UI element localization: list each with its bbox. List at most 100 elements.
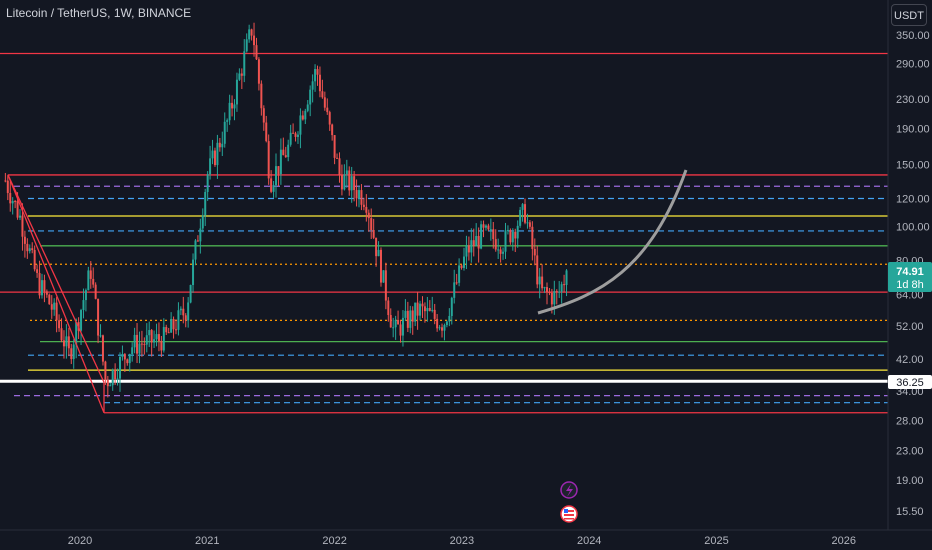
candle <box>336 153 339 159</box>
candle <box>116 368 119 386</box>
candle <box>6 174 9 201</box>
candle <box>128 353 131 372</box>
candle <box>453 269 456 304</box>
candle <box>145 323 148 353</box>
candle <box>72 339 75 369</box>
candle <box>182 296 185 324</box>
candle <box>379 247 382 287</box>
candle <box>328 110 331 131</box>
candle <box>421 296 424 318</box>
candle <box>104 360 107 385</box>
candle <box>50 295 53 319</box>
candle <box>309 85 312 117</box>
candle <box>19 209 22 221</box>
candle <box>433 303 436 325</box>
price-tick-label: 190.00 <box>896 123 930 135</box>
us-flag-icon[interactable] <box>560 505 578 523</box>
candle <box>340 164 343 196</box>
candle <box>358 185 361 208</box>
price-tick-label: 230.00 <box>896 94 930 106</box>
candle <box>426 296 429 322</box>
candle <box>221 131 224 157</box>
price-tick-label: 15.50 <box>896 506 924 518</box>
candle <box>372 218 375 240</box>
candle <box>448 308 451 327</box>
candle <box>543 286 546 294</box>
candle <box>370 208 373 239</box>
candle <box>150 329 153 357</box>
candle <box>489 218 492 241</box>
candle <box>40 273 43 299</box>
candle <box>438 325 441 331</box>
candle <box>121 345 124 361</box>
price-axis[interactable]: 350.00 290.00 230.00 190.00 150.00 120.00 100.… <box>896 30 930 518</box>
trendlines <box>7 174 105 413</box>
candle <box>443 323 446 341</box>
candle <box>62 330 65 359</box>
horizontal-levels <box>0 52 888 414</box>
candle <box>416 291 419 330</box>
candle <box>519 206 522 228</box>
candle <box>462 247 465 271</box>
trendline <box>7 174 105 383</box>
candle <box>492 221 495 249</box>
candle <box>397 310 400 325</box>
candle <box>497 238 500 259</box>
candle <box>55 296 58 333</box>
candle <box>235 72 238 112</box>
candle <box>216 134 219 179</box>
candle <box>155 323 158 347</box>
candle <box>279 138 282 185</box>
candle <box>563 274 566 293</box>
candle <box>38 260 41 299</box>
symbol-title: Litecoin / TetherUS, 1W, BINANCE <box>6 6 192 20</box>
candle <box>177 302 180 336</box>
candle <box>350 166 353 203</box>
candle <box>470 228 473 263</box>
candle <box>143 337 146 355</box>
candle <box>414 302 417 327</box>
candle <box>213 147 216 167</box>
candle <box>84 288 87 312</box>
candle <box>233 99 236 121</box>
price-tick-label: 120.00 <box>896 193 930 205</box>
price-tick-label: 34.00 <box>896 386 924 398</box>
candle <box>260 80 263 116</box>
candle <box>238 68 241 81</box>
currency-button[interactable]: USDT <box>891 4 927 26</box>
candle <box>524 198 527 225</box>
candle <box>9 181 12 212</box>
time-tick-label: 2020 <box>68 535 92 547</box>
candle <box>33 245 36 272</box>
time-axis[interactable]: 2020 2021 2022 2023 2024 2025 2026 <box>68 535 856 547</box>
candle <box>304 108 307 125</box>
price-tick-label: 150.00 <box>896 159 930 171</box>
candle <box>504 222 507 259</box>
candle <box>284 146 287 158</box>
candle <box>194 239 197 266</box>
candle <box>401 310 404 347</box>
candle <box>170 312 173 333</box>
candle <box>253 22 256 57</box>
time-tick-label: 2021 <box>195 535 219 547</box>
time-tick-label: 2023 <box>450 535 474 547</box>
candle <box>389 308 392 328</box>
candle <box>509 228 512 245</box>
candle <box>250 28 253 41</box>
candle <box>428 300 431 312</box>
candle <box>157 322 160 352</box>
candle <box>133 327 136 354</box>
candle <box>248 24 251 43</box>
lightning-icon[interactable] <box>560 481 578 499</box>
candle <box>99 324 102 338</box>
candle <box>458 258 461 287</box>
candle <box>231 95 234 117</box>
candle <box>314 64 317 92</box>
candle <box>467 236 470 261</box>
candle <box>331 123 334 141</box>
candle <box>394 315 397 340</box>
candle <box>114 363 117 386</box>
white-level-label: 36.25 <box>896 377 924 389</box>
candle <box>58 314 61 332</box>
